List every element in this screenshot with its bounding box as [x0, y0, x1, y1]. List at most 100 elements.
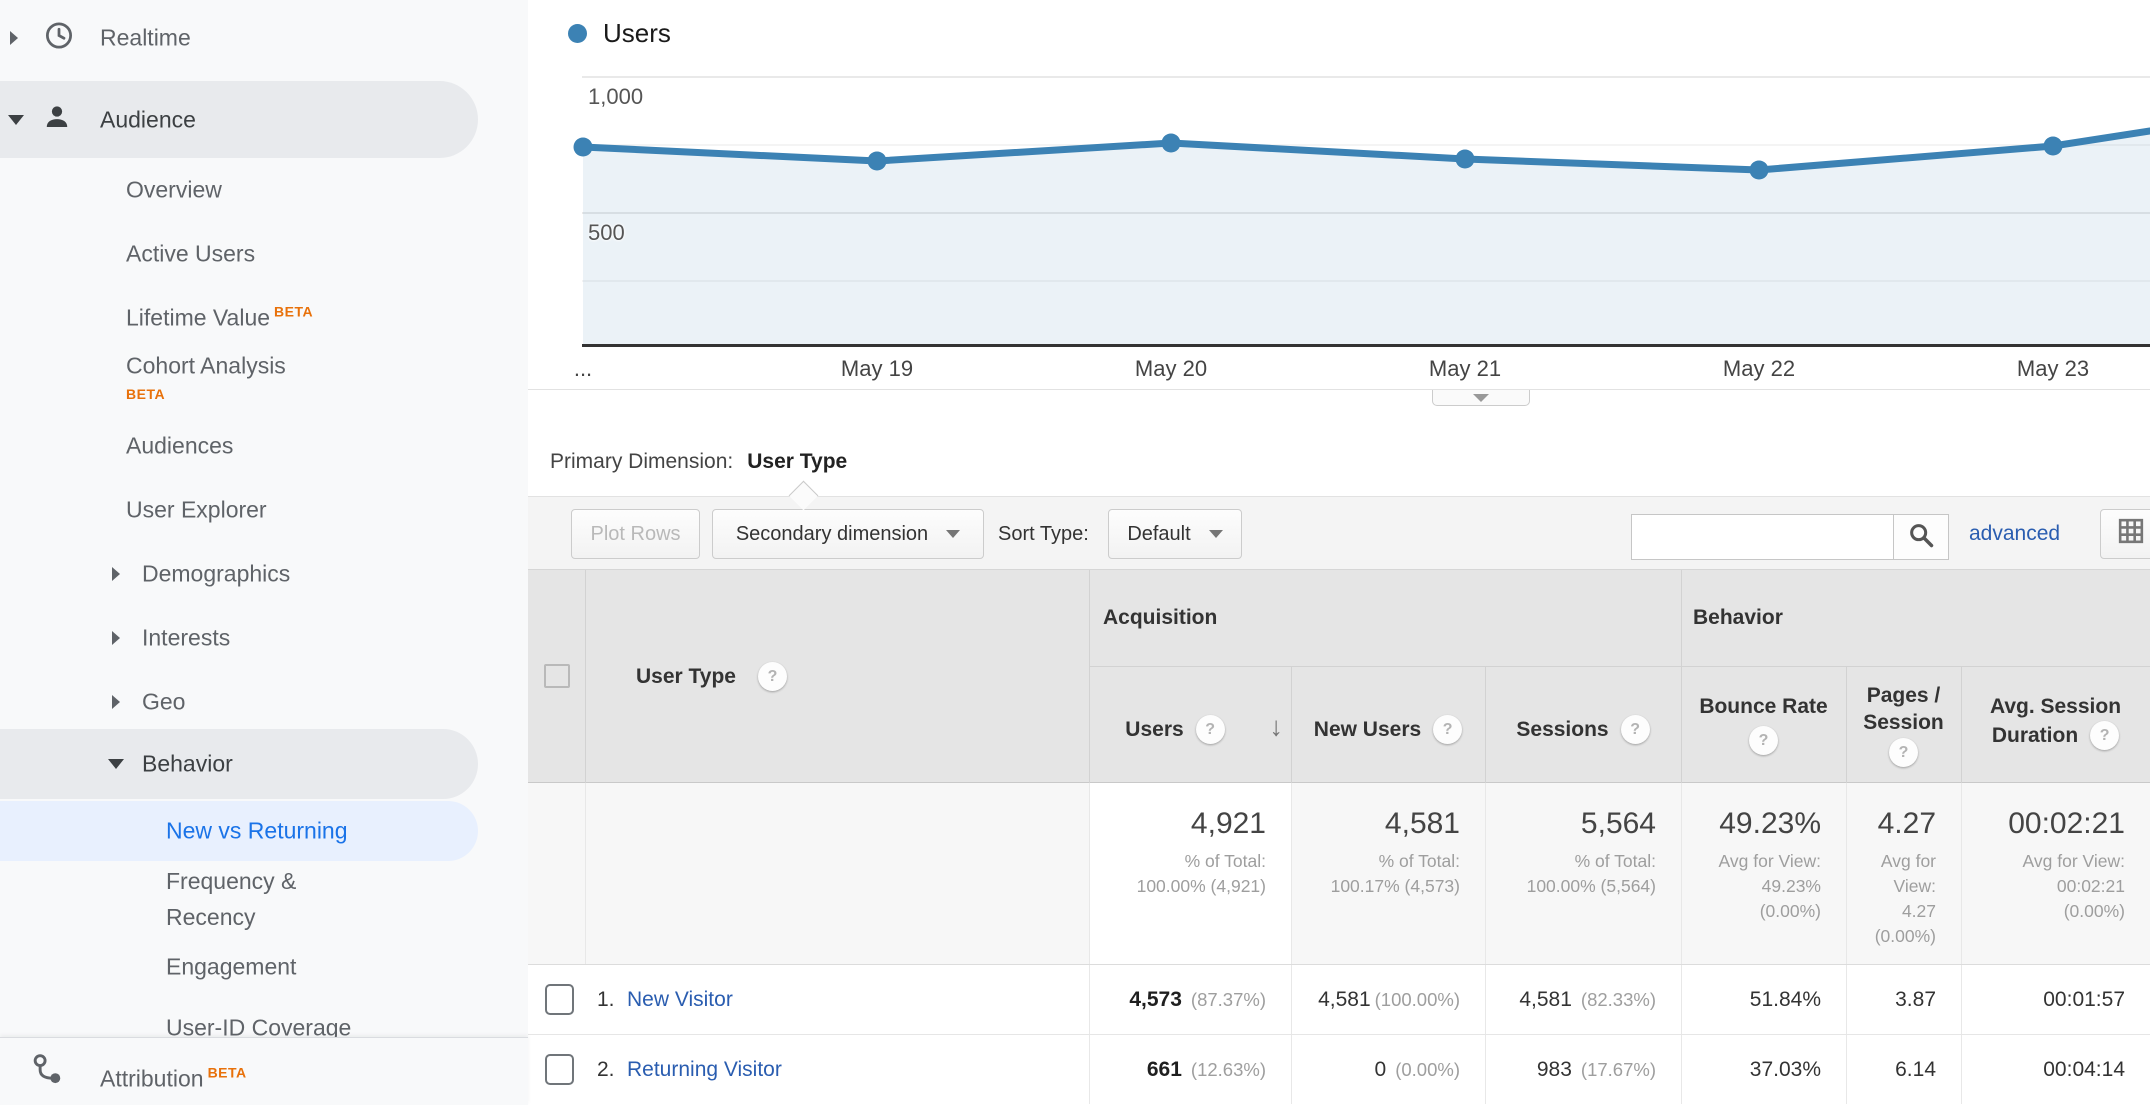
sidebar-item-label: Attribution BETA	[100, 1064, 247, 1092]
column-header-avg-session-duration[interactable]: Avg. Session Duration ?	[1961, 666, 2150, 783]
beta-badge: BETA	[207, 1064, 247, 1081]
sidebar-item-lifetime-value[interactable]: Lifetime Value BETA	[0, 302, 528, 334]
plot-rows-button[interactable]: Plot Rows	[571, 509, 700, 559]
sidebar-item-audiences[interactable]: Audiences	[0, 430, 528, 462]
chevron-down-icon	[8, 114, 24, 125]
help-icon[interactable]: ?	[1749, 726, 1778, 755]
sidebar-item-frequency-recency[interactable]: Frequency & Recency	[0, 863, 528, 935]
secondary-dimension-dropdown[interactable]: Secondary dimension	[712, 509, 984, 559]
table-row: 1. New Visitor 4,573 (87.37%) 4,581 (100…	[528, 965, 2150, 1035]
search-button[interactable]	[1893, 514, 1949, 560]
divider	[585, 570, 586, 783]
group-header-acquisition: Acquisition	[1103, 570, 1217, 666]
chart-legend: Users	[568, 18, 671, 49]
sidebar-item-label: Lifetime Value BETA	[126, 303, 314, 331]
sidebar-item-user-id-coverage[interactable]: User-ID Coverage	[0, 1012, 528, 1044]
summary-sub: 100.00% (4,921)	[1136, 876, 1266, 896]
row-checkbox[interactable]	[545, 984, 574, 1015]
summary-sub: Avg for View:	[2022, 851, 2125, 871]
sidebar-item-label: Audience	[100, 106, 196, 132]
x-axis-label: May 19	[840, 356, 914, 381]
row-link-new-visitor[interactable]: New Visitor	[627, 987, 733, 1011]
divider	[1089, 666, 2150, 667]
chart-expander-button[interactable]	[1432, 390, 1530, 406]
help-icon[interactable]: ?	[758, 662, 787, 691]
cell-avg-duration: 00:01:57	[2043, 987, 2125, 1011]
divider	[1961, 666, 1962, 783]
sidebar-item-audience[interactable]: Audience	[0, 81, 478, 158]
search-icon	[1907, 521, 1935, 554]
sidebar-item-new-vs-returning[interactable]: New vs Returning	[0, 801, 478, 861]
sort-type-dropdown[interactable]: Default	[1108, 509, 1242, 559]
search-input[interactable]	[1631, 514, 1893, 560]
select-all-checkbox[interactable]	[544, 664, 570, 688]
sidebar-item-label: Demographics	[142, 560, 291, 587]
column-header-bounce-rate[interactable]: Bounce Rate ?	[1681, 666, 1846, 783]
column-header-users[interactable]: Users ? ↓	[1089, 666, 1291, 783]
sidebar-item-realtime[interactable]: Realtime	[0, 10, 528, 66]
cell-users: 661	[1146, 1057, 1182, 1081]
x-axis-label: May 22	[1722, 356, 1796, 381]
sidebar-nav: Realtime Audience Overview Active Users …	[0, 0, 528, 1105]
beta-badge: BETA	[126, 386, 166, 402]
column-header-new-users[interactable]: New Users ?	[1291, 666, 1485, 783]
data-point-dots	[573, 133, 2063, 180]
sidebar-item-behavior[interactable]: Behavior	[0, 729, 478, 799]
summary-pages-session: 4.27 Avg for View: 4.27 (0.00%)	[1846, 783, 1961, 964]
column-header-pages-session[interactable]: Pages / Session ?	[1846, 666, 1961, 783]
summary-value: 4,921	[1190, 807, 1266, 840]
secondary-dimension-label: Secondary dimension	[735, 522, 929, 545]
help-icon[interactable]: ?	[2090, 721, 2120, 750]
column-label: Pages /	[1866, 684, 1941, 707]
sidebar-item-engagement[interactable]: Engagement	[0, 951, 528, 983]
summary-new-users: 4,581 % of Total: 100.17% (4,573)	[1291, 783, 1485, 964]
chevron-right-icon	[112, 567, 120, 581]
sidebar-item-cohort-analysis[interactable]: Cohort Analysis	[0, 350, 528, 382]
summary-sub: (0.00%)	[2063, 901, 2125, 921]
row-checkbox[interactable]	[545, 1054, 574, 1085]
table-view-button[interactable]	[2100, 509, 2150, 559]
divider	[1485, 666, 1486, 783]
column-label: Duration	[1991, 724, 2079, 747]
sidebar-item-interests[interactable]: Interests	[0, 622, 528, 654]
primary-dimension-tab-user-type[interactable]: User Type	[747, 450, 848, 473]
help-icon[interactable]: ?	[1433, 715, 1463, 744]
sidebar-item-label: New vs Returning	[166, 817, 348, 844]
chevron-right-icon	[112, 695, 120, 709]
y-axis-tick: 500	[588, 220, 625, 245]
x-axis-line	[582, 344, 2150, 347]
column-header-sessions[interactable]: Sessions ?	[1485, 666, 1681, 783]
sidebar-item-label: Behavior	[142, 750, 233, 777]
divider	[1681, 570, 1682, 783]
help-icon[interactable]: ?	[1620, 715, 1650, 744]
cell-users-pct: (12.63%)	[1190, 1058, 1266, 1080]
cell-sessions: 4,581	[1519, 987, 1572, 1011]
sidebar-item-attribution[interactable]: Attribution BETA	[0, 1037, 528, 1105]
sidebar-item-overview[interactable]: Overview	[0, 174, 528, 206]
sidebar-item-label: User-ID Coverage	[166, 1014, 352, 1041]
advanced-search-link[interactable]: advanced	[1969, 522, 2061, 545]
column-header-user-type[interactable]: User Type ?	[636, 570, 787, 783]
sidebar-item-label: Active Users	[126, 240, 256, 267]
cell-sessions: 983	[1536, 1057, 1572, 1081]
cell-new-users-pct: (100.00%)	[1374, 988, 1460, 1010]
sidebar-item-label: Overview	[126, 176, 222, 203]
cell-pages-session: 3.87	[1895, 987, 1936, 1011]
sidebar-item-active-users[interactable]: Active Users	[0, 238, 528, 270]
users-line-chart: Users 1,000 500 ... May 19 May 20 May 21 May…	[528, 0, 2150, 406]
table-row: 2. Returning Visitor 661 (12.63%) 0 (0.0…	[528, 1035, 2150, 1104]
cell-sessions-pct: (17.67%)	[1580, 1058, 1656, 1080]
chevron-right-icon	[112, 631, 120, 645]
legend-label: Users	[603, 18, 671, 48]
sidebar-item-demographics[interactable]: Demographics	[0, 558, 528, 590]
cell-new-users: 0	[1374, 1057, 1387, 1081]
help-icon[interactable]: ?	[1889, 738, 1918, 767]
sidebar-item-user-explorer[interactable]: User Explorer	[0, 494, 528, 526]
divider	[1089, 570, 1090, 783]
row-link-returning-visitor[interactable]: Returning Visitor	[627, 1057, 782, 1081]
sidebar-item-geo[interactable]: Geo	[0, 686, 528, 718]
cell-bounce-rate: 51.84%	[1749, 987, 1821, 1011]
help-icon[interactable]: ?	[1195, 715, 1225, 744]
line-chart-canvas	[573, 76, 2150, 347]
summary-checkbox-cell	[528, 783, 585, 964]
